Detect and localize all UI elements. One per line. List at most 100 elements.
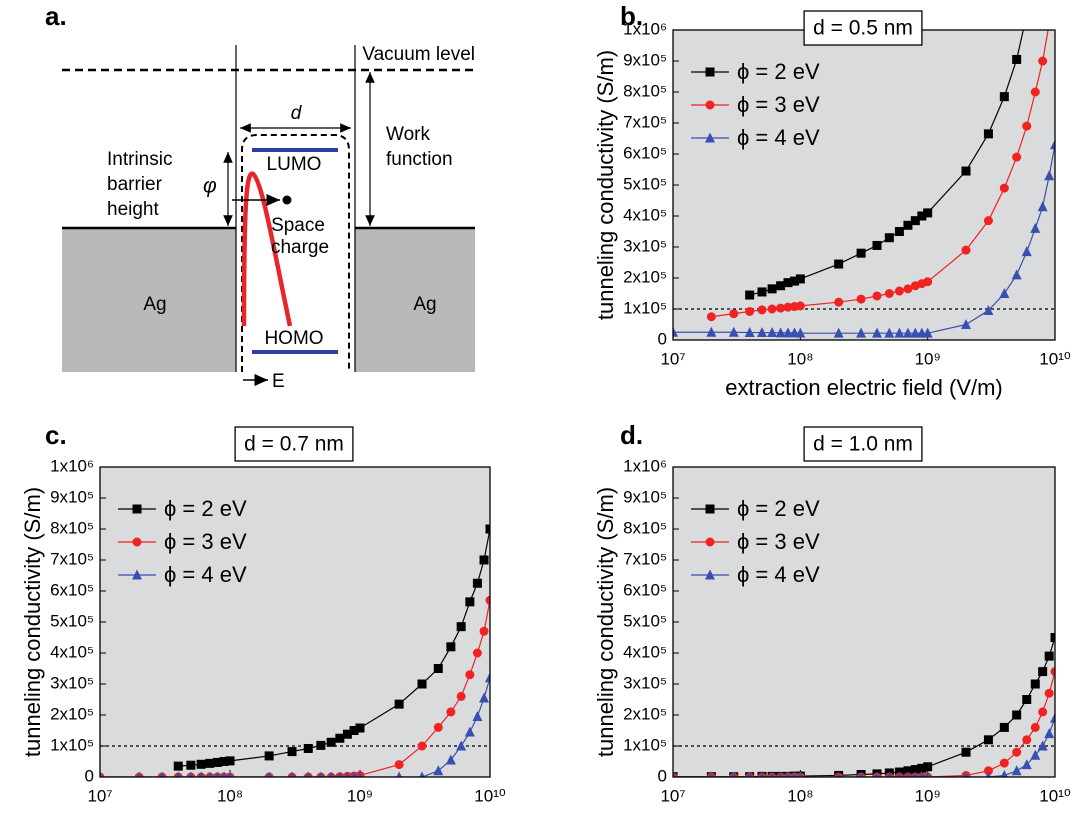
point <box>871 327 882 338</box>
series-line <box>673 671 1055 777</box>
point <box>884 289 894 298</box>
x-axis-label: extraction electric field (V/m) <box>725 812 1003 816</box>
legend-label: ϕ = 2 eV <box>737 496 820 521</box>
point <box>1012 710 1022 720</box>
point <box>188 771 194 777</box>
point <box>1022 735 1032 745</box>
point <box>757 305 767 315</box>
point <box>728 326 739 337</box>
plot-background <box>673 467 1055 777</box>
point <box>303 743 313 753</box>
x-tick-label: 10⁷ <box>660 349 685 368</box>
point <box>910 327 921 338</box>
point <box>856 294 866 304</box>
point <box>999 758 1009 768</box>
y-tick-label: 4x10⁵ <box>623 205 667 224</box>
point <box>767 327 778 338</box>
point <box>227 771 233 777</box>
point <box>919 771 925 777</box>
point <box>472 648 482 658</box>
y-tick-label: 4x10⁵ <box>623 642 667 661</box>
point <box>394 699 404 709</box>
point <box>1044 728 1055 739</box>
point <box>884 233 894 243</box>
label: Ag <box>143 294 166 315</box>
point <box>132 569 142 580</box>
point <box>783 278 793 288</box>
y-axis-label: tunneling conductivity (S/m) <box>593 50 618 320</box>
point <box>1021 246 1032 257</box>
point <box>985 771 992 777</box>
point <box>1037 740 1048 751</box>
label: Intrinsic <box>107 149 172 170</box>
point <box>198 771 204 777</box>
point <box>485 595 490 605</box>
point <box>417 741 427 751</box>
y-tick-label: 7x10⁵ <box>623 112 667 131</box>
point <box>479 692 490 703</box>
point <box>344 771 351 777</box>
point <box>173 761 183 771</box>
y-tick-label: 2x10⁵ <box>623 267 667 286</box>
point <box>132 537 142 547</box>
x-tick-label: 10⁹ <box>915 349 941 368</box>
y-tick-label: 5x10⁵ <box>623 611 667 630</box>
data-area <box>100 524 490 777</box>
y-tick-label: 1x10⁶ <box>623 19 667 38</box>
y-tick-label: 8x10⁵ <box>50 518 94 537</box>
point <box>757 327 768 338</box>
point <box>983 216 993 226</box>
point <box>1030 722 1040 732</box>
point <box>910 765 920 775</box>
title-box <box>234 426 354 462</box>
point <box>775 327 786 338</box>
legend-label: ϕ = 2 eV <box>737 59 820 84</box>
point <box>1050 633 1055 642</box>
data-area <box>673 633 1055 777</box>
y-tick-label: 3x10⁵ <box>623 236 667 255</box>
point <box>744 327 755 338</box>
metal <box>62 228 236 372</box>
point <box>856 248 866 258</box>
point <box>214 771 221 777</box>
point <box>305 771 312 777</box>
legend-label: ϕ = 3 eV <box>164 529 247 554</box>
y-axis-label: tunneling conductivity (S/m) <box>20 487 45 757</box>
point <box>287 747 297 757</box>
point <box>833 327 844 338</box>
point <box>706 326 717 337</box>
legend-label: ϕ = 4 eV <box>164 562 247 587</box>
point <box>910 216 920 226</box>
point <box>326 737 336 747</box>
chart-title: d = 0.7 nm <box>244 433 344 456</box>
y-tick-label: 2x10⁵ <box>50 704 94 723</box>
panel-label: a. <box>45 1 67 31</box>
point <box>485 672 490 683</box>
y-tick-label: 5x10⁵ <box>623 174 667 193</box>
panel-label: d. <box>620 420 643 450</box>
y-tick-label: 0 <box>85 766 94 785</box>
y-tick-label: 1x10⁶ <box>623 456 667 475</box>
point <box>1050 712 1055 723</box>
x-tick-label: 10¹⁰ <box>1039 349 1071 368</box>
y-tick-label: 4x10⁵ <box>50 642 94 661</box>
y-tick-label: 3x10⁵ <box>50 673 94 692</box>
y-tick-label: 9x10⁵ <box>50 487 94 506</box>
label: LUMO <box>267 154 322 175</box>
point <box>795 274 805 284</box>
point <box>673 771 676 777</box>
y-axis-label: tunneling conductivity (S/m) <box>593 487 618 757</box>
x-axis-label: extraction electric field (V/m) <box>725 375 1003 400</box>
point <box>961 166 971 176</box>
x-tick-label: 10¹⁰ <box>1039 786 1071 805</box>
chart-panel: 0 1x10⁵ 2x10⁵ 3x10⁵ 4x10⁵ 5x10⁵ 6x10⁵ 7x10⁵ 8x10… <box>593 420 1071 816</box>
point <box>757 287 767 297</box>
point <box>1022 695 1032 704</box>
point <box>923 762 933 772</box>
point <box>783 302 793 312</box>
point <box>1030 749 1041 760</box>
point <box>858 771 864 777</box>
point <box>485 524 490 534</box>
point <box>856 327 867 338</box>
